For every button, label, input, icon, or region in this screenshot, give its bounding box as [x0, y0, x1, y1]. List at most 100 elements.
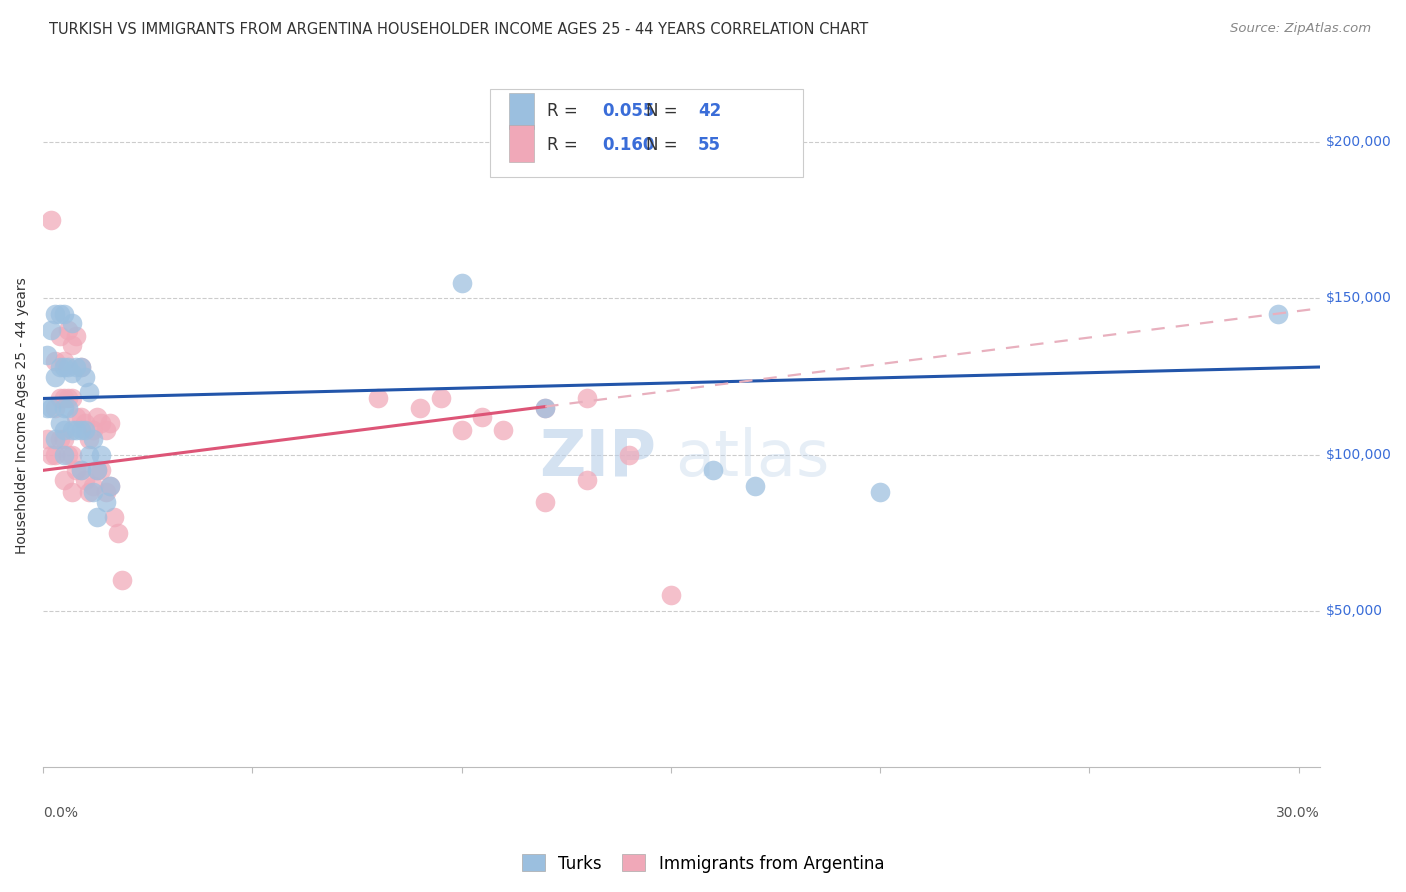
- Text: $200,000: $200,000: [1326, 136, 1392, 149]
- Point: [534, 401, 557, 415]
- Point: [90, 417, 112, 431]
- Point: [82, 485, 104, 500]
- Text: 0.055: 0.055: [602, 103, 655, 120]
- Text: 0.0%: 0.0%: [44, 805, 77, 820]
- Point: [69, 463, 91, 477]
- Text: $100,000: $100,000: [1326, 448, 1392, 462]
- Point: [35, 401, 58, 415]
- Text: atlas: atlas: [675, 427, 830, 489]
- Point: [48, 417, 70, 431]
- Point: [69, 463, 91, 477]
- Text: Source: ZipAtlas.com: Source: ZipAtlas.com: [1230, 22, 1371, 36]
- Point: [48, 432, 70, 446]
- Text: 30.0%: 30.0%: [1275, 805, 1320, 820]
- Point: [60, 423, 83, 437]
- Point: [52, 392, 75, 406]
- Point: [48, 329, 70, 343]
- Point: [69, 360, 91, 375]
- Point: [60, 485, 83, 500]
- Point: [103, 510, 125, 524]
- Point: [82, 432, 104, 446]
- Text: 55: 55: [697, 136, 721, 154]
- Point: [52, 423, 75, 437]
- Point: [86, 410, 108, 425]
- Point: [48, 360, 70, 375]
- Point: [56, 360, 79, 375]
- Point: [52, 354, 75, 368]
- Text: $150,000: $150,000: [1326, 292, 1392, 305]
- Point: [60, 392, 83, 406]
- Point: [98, 417, 121, 431]
- Point: [69, 423, 91, 437]
- Point: [69, 410, 91, 425]
- Point: [492, 423, 515, 437]
- Point: [744, 479, 766, 493]
- Point: [44, 401, 66, 415]
- Point: [617, 448, 640, 462]
- Point: [52, 401, 75, 415]
- Point: [73, 369, 96, 384]
- Point: [73, 473, 96, 487]
- Point: [44, 354, 66, 368]
- Point: [52, 360, 75, 375]
- Point: [576, 392, 599, 406]
- Bar: [509, 93, 534, 129]
- Point: [35, 348, 58, 362]
- Point: [86, 510, 108, 524]
- Point: [107, 525, 129, 540]
- Point: [534, 401, 557, 415]
- Point: [471, 410, 494, 425]
- Point: [60, 367, 83, 381]
- Point: [39, 401, 62, 415]
- Point: [702, 463, 724, 477]
- Bar: [509, 125, 534, 161]
- Point: [94, 423, 117, 437]
- Point: [367, 392, 389, 406]
- Point: [576, 473, 599, 487]
- Point: [52, 473, 75, 487]
- Point: [52, 432, 75, 446]
- Point: [90, 448, 112, 462]
- Legend: Turks, Immigrants from Argentina: Turks, Immigrants from Argentina: [515, 847, 891, 880]
- Point: [39, 323, 62, 337]
- Point: [90, 463, 112, 477]
- Text: TURKISH VS IMMIGRANTS FROM ARGENTINA HOUSEHOLDER INCOME AGES 25 - 44 YEARS CORRE: TURKISH VS IMMIGRANTS FROM ARGENTINA HOU…: [49, 22, 869, 37]
- Point: [48, 392, 70, 406]
- Point: [52, 307, 75, 321]
- Point: [44, 432, 66, 446]
- Point: [60, 317, 83, 331]
- Point: [65, 329, 87, 343]
- Point: [44, 369, 66, 384]
- Point: [77, 448, 100, 462]
- Point: [73, 417, 96, 431]
- Point: [869, 485, 891, 500]
- Text: N =: N =: [645, 136, 678, 154]
- Point: [86, 463, 108, 477]
- Point: [534, 494, 557, 508]
- Point: [77, 432, 100, 446]
- FancyBboxPatch shape: [489, 88, 803, 177]
- Point: [73, 423, 96, 437]
- Text: ZIP: ZIP: [538, 427, 655, 489]
- Point: [94, 485, 117, 500]
- Text: 42: 42: [697, 103, 721, 120]
- Point: [98, 479, 121, 493]
- Point: [450, 276, 472, 290]
- Point: [56, 401, 79, 415]
- Point: [39, 448, 62, 462]
- Point: [65, 423, 87, 437]
- Point: [56, 323, 79, 337]
- Point: [86, 463, 108, 477]
- Point: [111, 573, 134, 587]
- Text: N =: N =: [645, 103, 678, 120]
- Point: [77, 485, 100, 500]
- Point: [60, 338, 83, 352]
- Point: [65, 360, 87, 375]
- Point: [35, 432, 58, 446]
- Point: [52, 448, 75, 462]
- Text: 0.160: 0.160: [602, 136, 655, 154]
- Y-axis label: Householder Income Ages 25 - 44 years: Householder Income Ages 25 - 44 years: [15, 277, 30, 554]
- Point: [65, 463, 87, 477]
- Point: [82, 423, 104, 437]
- Point: [44, 307, 66, 321]
